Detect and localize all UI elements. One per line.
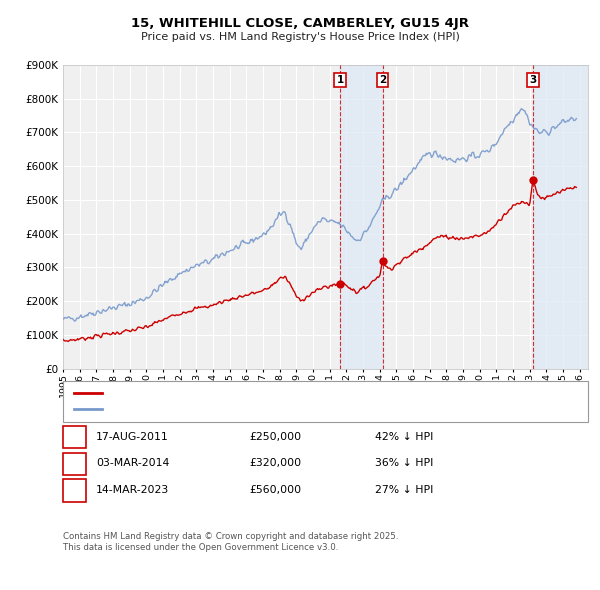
Text: 14-MAR-2023: 14-MAR-2023 <box>96 485 169 494</box>
Text: 03-MAR-2014: 03-MAR-2014 <box>96 458 169 468</box>
Text: 2: 2 <box>379 75 386 85</box>
Text: 15, WHITEHILL CLOSE, CAMBERLEY, GU15 4JR (detached house): 15, WHITEHILL CLOSE, CAMBERLEY, GU15 4JR… <box>108 388 421 398</box>
Text: 15, WHITEHILL CLOSE, CAMBERLEY, GU15 4JR: 15, WHITEHILL CLOSE, CAMBERLEY, GU15 4JR <box>131 17 469 30</box>
Text: 3: 3 <box>529 75 536 85</box>
Bar <box>340 65 382 369</box>
Text: 36% ↓ HPI: 36% ↓ HPI <box>375 458 433 468</box>
Text: £250,000: £250,000 <box>249 432 301 441</box>
Text: £560,000: £560,000 <box>249 485 301 494</box>
Text: 2: 2 <box>70 457 79 470</box>
Text: Price paid vs. HM Land Registry's House Price Index (HPI): Price paid vs. HM Land Registry's House … <box>140 32 460 41</box>
Text: 1: 1 <box>337 75 344 85</box>
Text: 1: 1 <box>70 430 79 443</box>
Text: 42% ↓ HPI: 42% ↓ HPI <box>375 432 433 441</box>
Text: 27% ↓ HPI: 27% ↓ HPI <box>375 485 433 494</box>
Text: HPI: Average price, detached house, Surrey Heath: HPI: Average price, detached house, Surr… <box>108 405 353 414</box>
Text: Contains HM Land Registry data © Crown copyright and database right 2025.
This d: Contains HM Land Registry data © Crown c… <box>63 532 398 552</box>
Text: 3: 3 <box>70 483 79 496</box>
Bar <box>533 65 588 369</box>
Text: 17-AUG-2011: 17-AUG-2011 <box>96 432 169 441</box>
Text: £320,000: £320,000 <box>249 458 301 468</box>
